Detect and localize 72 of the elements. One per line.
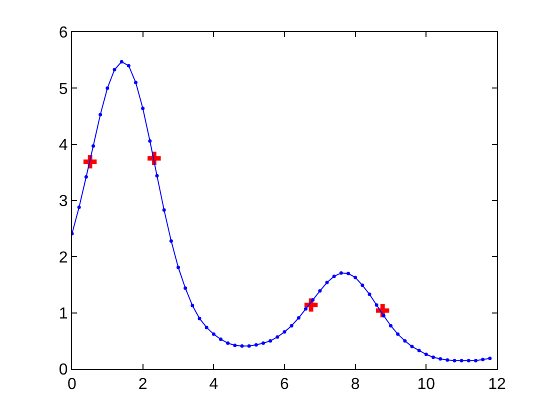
x-tick-label: 2 xyxy=(138,376,148,394)
point xyxy=(162,208,166,212)
point xyxy=(84,175,88,179)
point xyxy=(233,344,237,348)
point xyxy=(354,276,358,280)
point xyxy=(282,330,286,334)
point xyxy=(474,358,478,362)
point xyxy=(438,357,442,361)
point xyxy=(325,280,329,284)
point xyxy=(212,332,216,336)
point xyxy=(190,304,194,308)
x-tick-label: 8 xyxy=(350,376,360,394)
point xyxy=(290,324,294,328)
point xyxy=(77,205,81,209)
point xyxy=(176,266,180,270)
point xyxy=(446,358,450,362)
point xyxy=(198,316,202,320)
point xyxy=(311,298,315,302)
point xyxy=(424,352,428,356)
point xyxy=(417,348,421,352)
point xyxy=(204,326,208,330)
point xyxy=(396,332,400,336)
point xyxy=(219,337,222,341)
x-tick-label: 4 xyxy=(209,376,218,394)
y-tick-label: 0 xyxy=(58,362,68,379)
point xyxy=(466,358,470,362)
point xyxy=(92,144,95,148)
point xyxy=(240,344,244,348)
point xyxy=(276,335,280,339)
point xyxy=(410,344,414,348)
point xyxy=(106,86,110,90)
point xyxy=(460,358,464,362)
point xyxy=(268,339,272,343)
x-tick-label: 10 xyxy=(417,376,436,394)
point xyxy=(346,272,350,276)
point xyxy=(148,139,152,143)
point xyxy=(374,303,378,307)
point xyxy=(120,60,124,64)
point xyxy=(360,284,364,288)
y-tick-label: 6 xyxy=(58,24,68,42)
y-tick-label: 4 xyxy=(58,136,68,154)
point xyxy=(304,307,308,311)
point xyxy=(126,64,130,68)
point xyxy=(254,343,258,347)
point xyxy=(169,239,173,243)
point xyxy=(332,274,336,278)
point xyxy=(318,289,322,293)
point xyxy=(432,355,435,359)
y-tick-label: 2 xyxy=(58,249,68,266)
point xyxy=(296,316,300,320)
point xyxy=(112,68,116,72)
point xyxy=(389,324,392,328)
point xyxy=(155,174,159,178)
y-tick-label: 3 xyxy=(58,193,68,210)
point xyxy=(141,106,145,110)
point xyxy=(368,292,372,296)
y-tick-label: 5 xyxy=(58,80,68,98)
point xyxy=(226,341,230,345)
x-tick-label: 12 xyxy=(488,376,506,394)
point xyxy=(339,271,343,275)
point xyxy=(134,80,138,84)
y-tick-label: 1 xyxy=(58,305,68,322)
point xyxy=(481,358,485,362)
point xyxy=(262,341,265,345)
point xyxy=(382,314,386,318)
point xyxy=(98,112,102,116)
x-tick-label: 6 xyxy=(280,376,290,394)
point xyxy=(247,344,251,348)
point xyxy=(488,356,492,360)
point xyxy=(452,358,456,362)
point xyxy=(403,339,407,343)
point xyxy=(184,286,188,290)
